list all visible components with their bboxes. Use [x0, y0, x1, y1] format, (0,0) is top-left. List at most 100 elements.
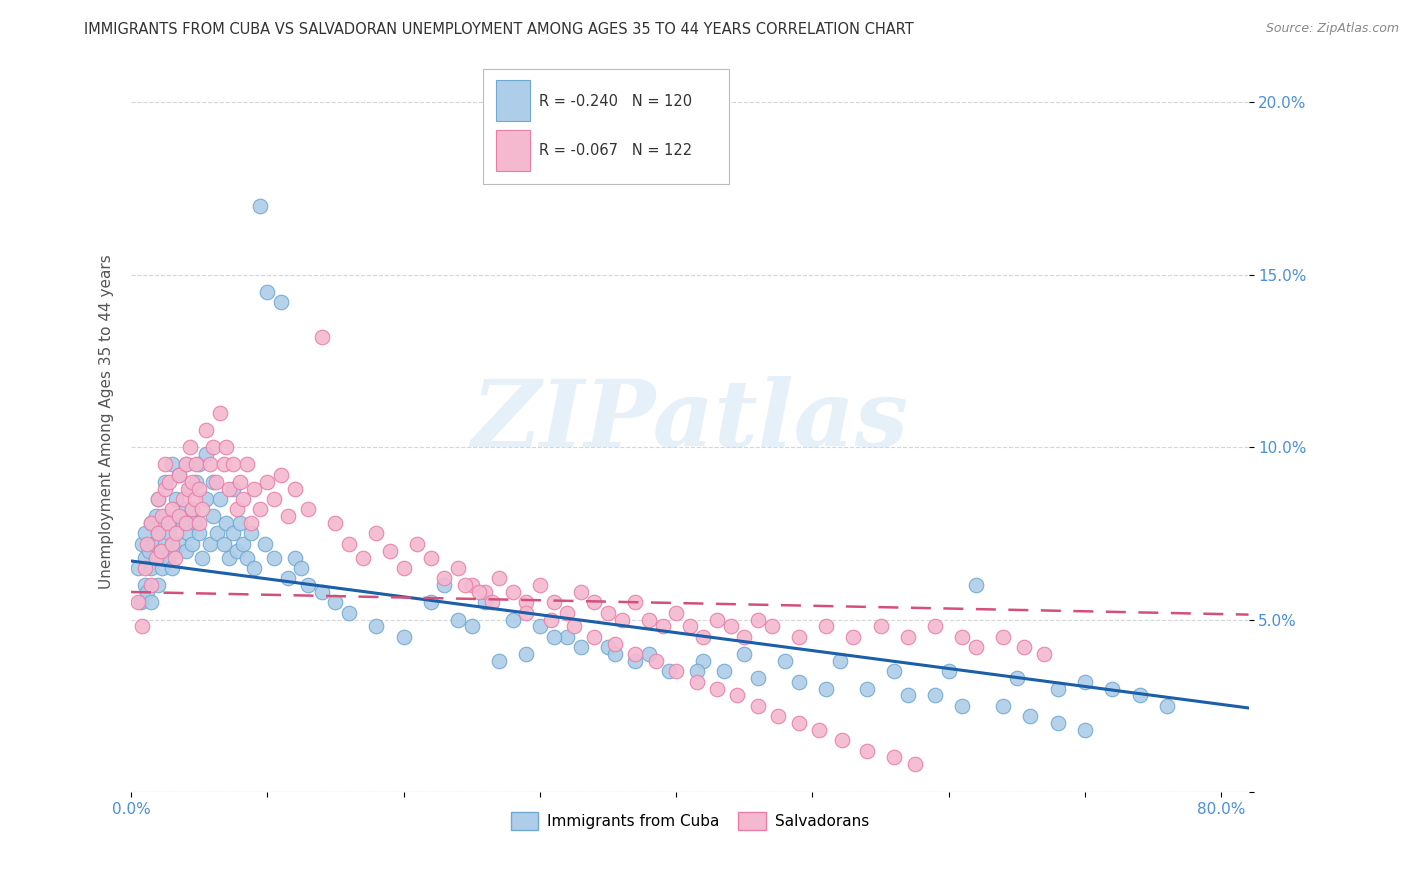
Point	[787, 674, 810, 689]
Point	[150, 543, 173, 558]
Point	[191, 502, 214, 516]
Point	[156, 516, 179, 530]
Text: ZIPatlas: ZIPatlas	[471, 376, 908, 467]
Point	[145, 509, 167, 524]
Point	[665, 606, 688, 620]
Point	[515, 595, 537, 609]
Point	[720, 619, 742, 633]
Point	[474, 585, 496, 599]
Point	[406, 537, 429, 551]
Point	[713, 665, 735, 679]
Point	[195, 491, 218, 506]
Point	[134, 526, 156, 541]
Point	[148, 491, 170, 506]
Point	[201, 440, 224, 454]
Point	[263, 550, 285, 565]
Point	[685, 665, 707, 679]
Point	[540, 613, 562, 627]
Point	[188, 482, 211, 496]
Point	[993, 630, 1015, 644]
Point	[603, 637, 626, 651]
Point	[236, 550, 259, 565]
Point	[831, 733, 853, 747]
Point	[177, 526, 200, 541]
Point	[685, 674, 707, 689]
Point	[157, 475, 180, 489]
Point	[624, 647, 647, 661]
Point	[808, 723, 831, 737]
Point	[167, 509, 190, 524]
Point	[205, 526, 228, 541]
Point	[658, 665, 681, 679]
Point	[232, 537, 254, 551]
Point	[603, 647, 626, 661]
Point	[924, 689, 946, 703]
Legend: Immigrants from Cuba, Salvadorans: Immigrants from Cuba, Salvadorans	[505, 806, 875, 836]
Point	[127, 595, 149, 609]
Bar	[496, 80, 530, 121]
Point	[842, 630, 865, 644]
Point	[150, 509, 173, 524]
Point	[692, 654, 714, 668]
Point	[153, 509, 176, 524]
Point	[148, 578, 170, 592]
Point	[157, 526, 180, 541]
Point	[543, 595, 565, 609]
Point	[392, 630, 415, 644]
Point	[1012, 640, 1035, 655]
Point	[195, 447, 218, 461]
Point	[515, 647, 537, 661]
Point	[583, 630, 606, 644]
Point	[148, 491, 170, 506]
Point	[692, 630, 714, 644]
Point	[179, 440, 201, 454]
Point	[461, 578, 484, 592]
Point	[174, 543, 197, 558]
Point	[665, 665, 688, 679]
Point	[938, 665, 960, 679]
Point	[529, 578, 551, 592]
Point	[127, 561, 149, 575]
Point	[1101, 681, 1123, 696]
Point	[188, 458, 211, 472]
Point	[236, 458, 259, 472]
Point	[747, 698, 769, 713]
Point	[226, 543, 249, 558]
Point	[153, 458, 176, 472]
Point	[141, 578, 163, 592]
Point	[215, 440, 238, 454]
Point	[232, 491, 254, 506]
Point	[141, 561, 163, 575]
Point	[131, 537, 153, 551]
Point	[201, 509, 224, 524]
Point	[467, 585, 489, 599]
Point	[136, 585, 159, 599]
Point	[1156, 698, 1178, 713]
Point	[366, 526, 388, 541]
Point	[218, 550, 240, 565]
Point	[188, 526, 211, 541]
Point	[761, 619, 783, 633]
Point	[191, 550, 214, 565]
Point	[352, 550, 374, 565]
Point	[378, 543, 401, 558]
Point	[897, 630, 920, 644]
Point	[136, 537, 159, 551]
Point	[153, 537, 176, 551]
Point	[201, 475, 224, 489]
Point	[454, 578, 477, 592]
Point	[174, 458, 197, 472]
Point	[284, 482, 307, 496]
Point	[1019, 709, 1042, 723]
Point	[153, 482, 176, 496]
Point	[195, 423, 218, 437]
Point	[433, 578, 456, 592]
Y-axis label: Unemployment Among Ages 35 to 44 years: Unemployment Among Ages 35 to 44 years	[100, 254, 114, 589]
Point	[134, 561, 156, 575]
Point	[488, 654, 510, 668]
Point	[212, 458, 235, 472]
Point	[263, 491, 285, 506]
Point	[787, 716, 810, 731]
Point	[1033, 647, 1056, 661]
Point	[256, 285, 278, 299]
